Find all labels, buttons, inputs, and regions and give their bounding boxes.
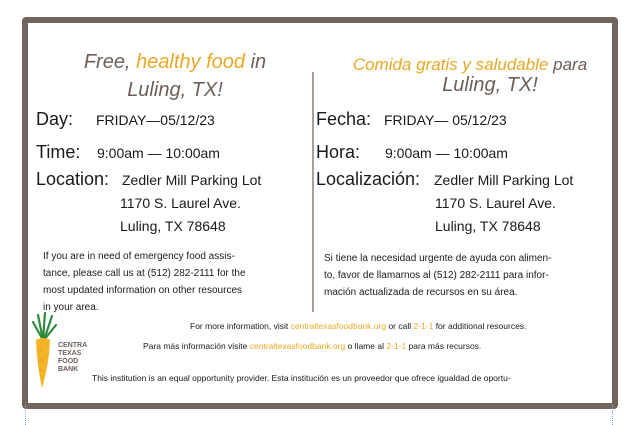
location-line: Zedler Mill Parking Lot — [434, 172, 574, 188]
logo-text: CENTRA TEXAS FOOD BANK — [58, 342, 88, 373]
english-paragraph: If you are in need of emergency food ass… — [43, 251, 246, 313]
footer-english: For more information, visit centraltexas… — [190, 321, 527, 331]
location-label: Location: — [36, 169, 110, 189]
website-link[interactable]: centraltexasfoodbank.org — [249, 341, 346, 351]
carrot-icon — [31, 311, 58, 388]
day-label: Day: — [36, 109, 74, 129]
fecha-label: Fecha: — [316, 109, 372, 129]
english-title: Free, healthy food in — [83, 51, 267, 73]
time-label: Time: — [36, 142, 81, 162]
fecha-value: FRIDAY— 05/12/23 — [384, 112, 507, 128]
spanish-title: Comida gratis y saludable para — [352, 55, 588, 74]
day-value: FRIDAY—05/12/23 — [96, 112, 215, 128]
flyer-frame — [22, 17, 618, 409]
footer-spanish: Para más información visite centraltexas… — [143, 341, 482, 351]
location-line: Luling, TX 78648 — [435, 218, 541, 234]
column-divider — [312, 72, 314, 312]
hora-value: 9:00am — 10:00am — [385, 145, 508, 161]
food-bank-logo: CENTRA TEXAS FOOD BANK — [28, 310, 98, 390]
hora-label: Hora: — [316, 142, 361, 162]
spanish-title-line2: Luling, TX! — [442, 74, 538, 96]
english-title-line2: Luling, TX! — [127, 79, 223, 101]
website-link[interactable]: centraltexasfoodbank.org — [290, 321, 387, 331]
time-value: 9:00am — 10:00am — [97, 145, 220, 161]
page-margin-left — [25, 405, 26, 425]
location-line: 1170 S. Laurel Ave. — [120, 195, 241, 211]
location-line: Zedler Mill Parking Lot — [122, 172, 262, 188]
page-margin-right — [612, 405, 613, 425]
localizacion-label: Localización: — [316, 169, 421, 189]
location-line: Luling, TX 78648 — [120, 218, 226, 234]
spanish-paragraph: Si tiene la necesidad urgente de ayuda c… — [324, 253, 552, 298]
equal-opportunity-statement: This institution is an equal opportunity… — [92, 373, 511, 383]
location-line: 1170 S. Laurel Ave. — [435, 195, 556, 211]
